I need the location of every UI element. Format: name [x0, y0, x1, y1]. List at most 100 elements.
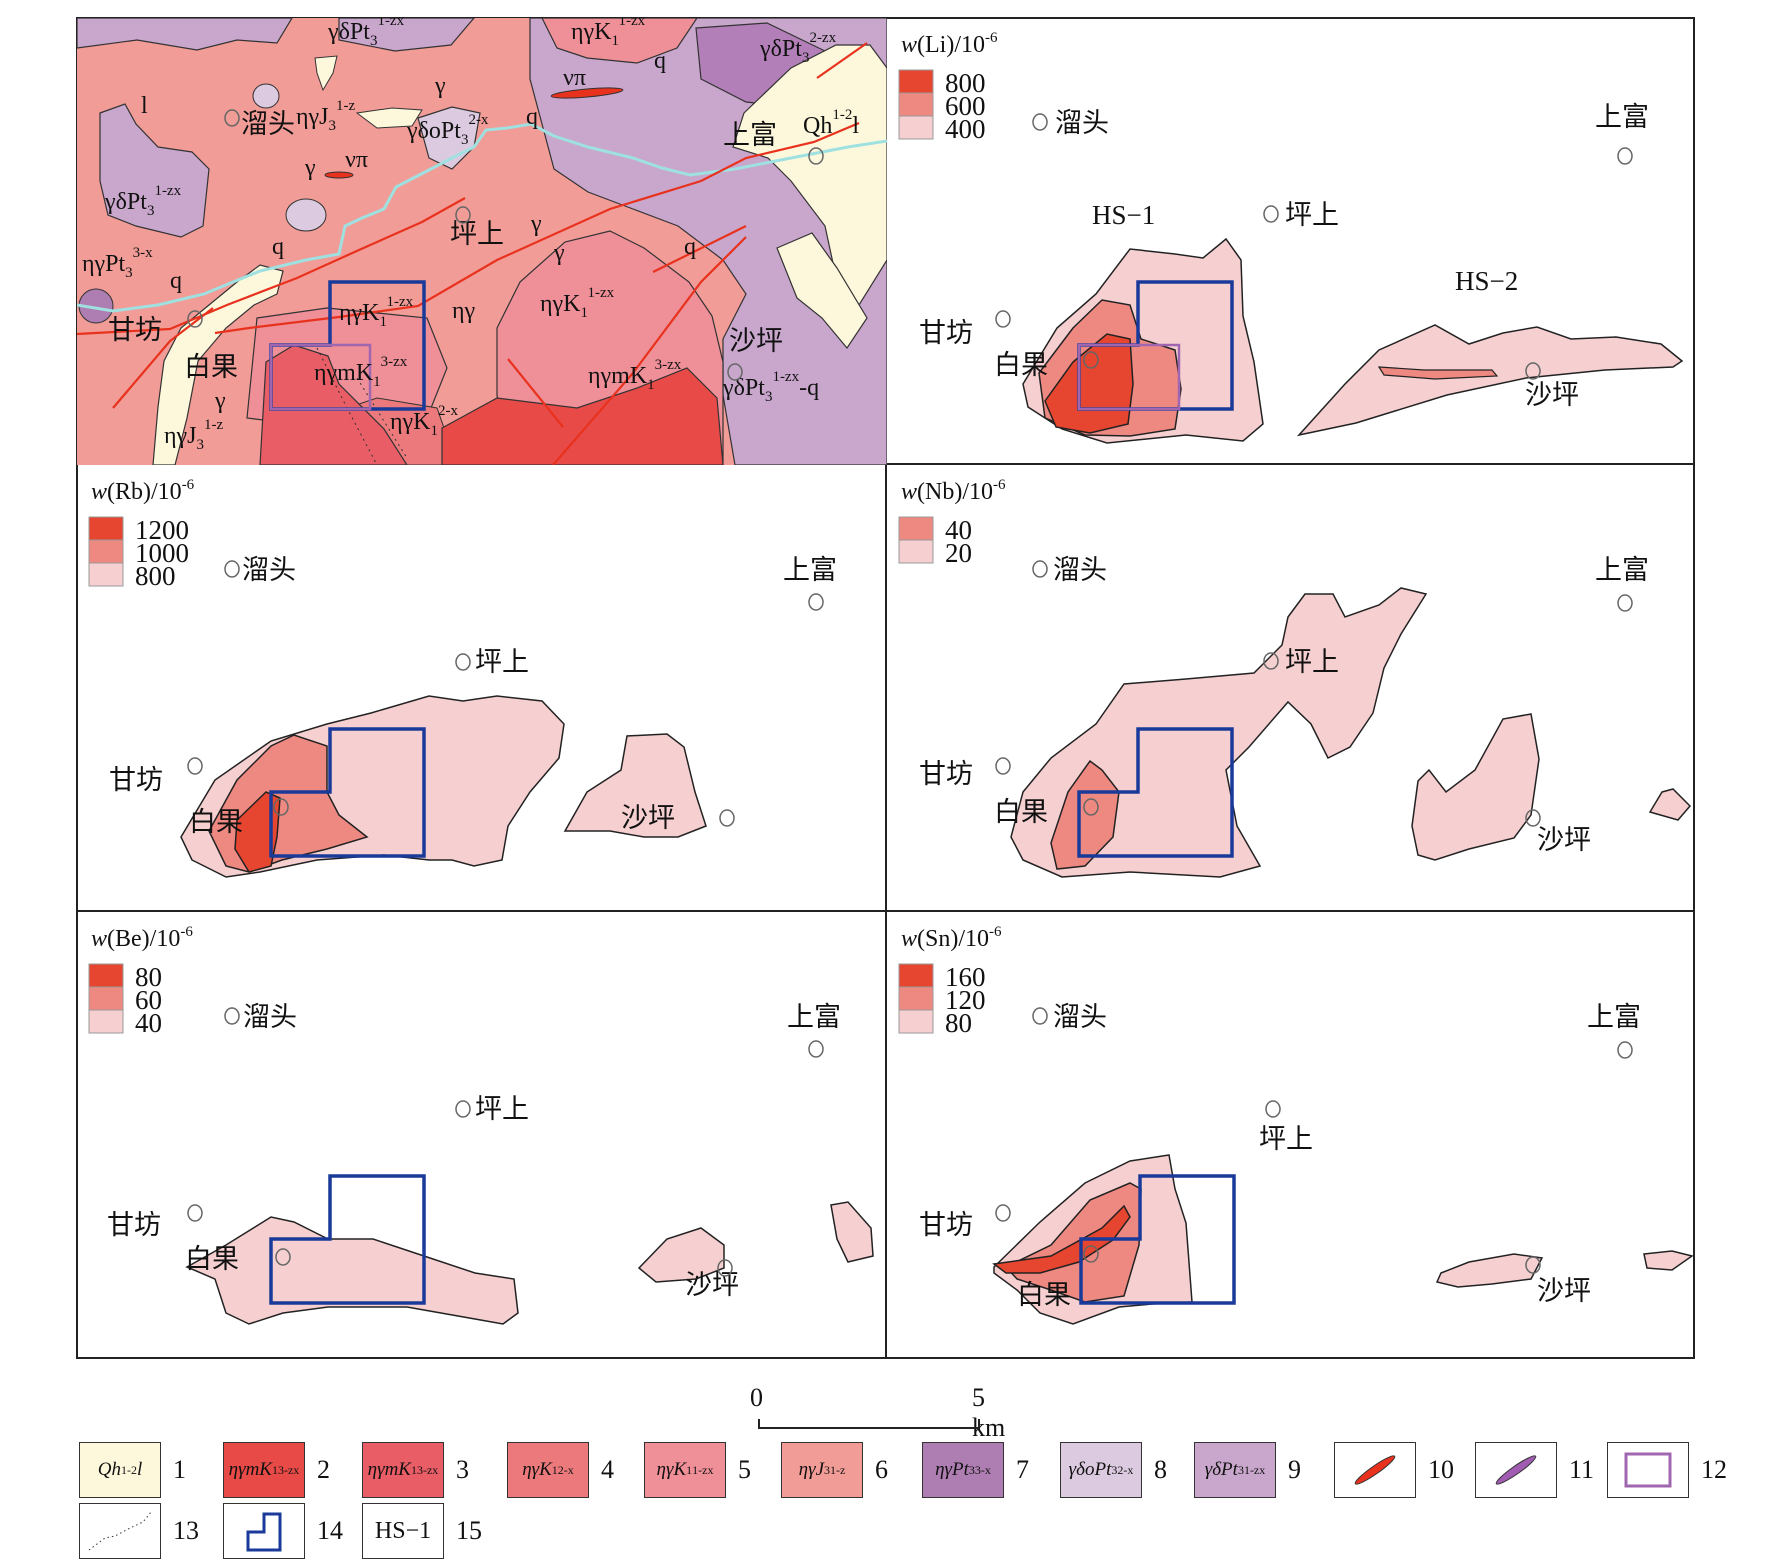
label-base: γ: [434, 73, 446, 99]
rock-unit-label: ηγK1 1-zx: [339, 294, 414, 330]
village-marker-icon: [187, 757, 203, 775]
rock-unit-label: γδPt3 2-zx: [759, 30, 837, 66]
rock-unit-label: ηγJ3 1-z: [164, 417, 223, 453]
village-marker-icon: [187, 310, 203, 328]
legend-superscript: 1-2: [120, 1462, 137, 1477]
village-marker-icon: [1032, 560, 1048, 578]
rock-unit-label: γ: [214, 388, 226, 414]
anomaly-zone-low: [637, 1227, 725, 1283]
village-label-liutou: 溜头: [243, 1002, 297, 1032]
village-marker-icon: [727, 363, 743, 381]
legend-label: ηγPt: [935, 1459, 969, 1480]
village-label-liutou: 溜头: [1053, 1002, 1107, 1032]
quaternary-area: [152, 264, 284, 465]
muscovite-granite-area: [259, 344, 408, 465]
title-exponent: -6: [985, 30, 998, 46]
village-marker-icon: [1263, 205, 1279, 223]
purple-dyke-icon: [1475, 1442, 1557, 1498]
legend-swatch: [88, 1009, 124, 1034]
label-base: γδPt: [759, 36, 802, 62]
label-superscript: 3-zx: [381, 354, 408, 370]
village-marker-icon: [455, 1100, 471, 1118]
label-superscript: 3-zx: [655, 357, 682, 373]
legend-threshold: 160: [945, 962, 986, 992]
fault-line: [652, 225, 747, 273]
legend-swatch: ηγK 1 1-zx: [644, 1442, 726, 1498]
village-label-ganfang: 甘坊: [108, 315, 162, 345]
legend-subscript: 1: [686, 1462, 693, 1477]
legend-threshold: 80: [945, 1008, 972, 1038]
legend-subscript: 3: [1237, 1462, 1244, 1477]
legend-item: γδPt 3 1-zx 9: [1194, 1442, 1301, 1498]
rock-unit-label: q: [684, 234, 696, 260]
rock-unit-label: ηγK1 1-zx: [540, 285, 615, 321]
scale-bar: 0 5 km: [740, 1383, 1020, 1442]
label-subscript: 1: [647, 377, 655, 393]
legend-label: γδoPt: [1068, 1459, 1112, 1480]
village-label-shaping: 沙坪: [1525, 380, 1579, 410]
legend-superscript: 1-zx: [692, 1462, 714, 1477]
fault-line: [507, 358, 564, 428]
village-marker-icon: [1617, 594, 1633, 612]
village-label-ganfang: 甘坊: [919, 759, 973, 789]
rock-unit-label: γδPt3 1-zx-q: [722, 369, 819, 405]
village-marker-icon: [273, 798, 289, 816]
legend-item: ηγPt 3 3-x 7: [922, 1442, 1029, 1498]
anomaly-zone-low: [1411, 713, 1540, 861]
legend-superscript: 1-zx: [1243, 1462, 1266, 1477]
legend-threshold: 20: [945, 538, 972, 568]
village-marker-icon: [995, 310, 1011, 328]
village-label-ganfang: 甘坊: [919, 1210, 973, 1240]
legend-item: HS−1 15: [362, 1503, 482, 1559]
legend-swatch: [88, 986, 124, 1011]
label-subscript: 3: [197, 437, 205, 453]
village-label-ganfang: 甘坊: [109, 765, 163, 795]
granite-k1-area: [541, 18, 698, 64]
legend-threshold: 600: [945, 91, 986, 121]
label-base: q: [272, 234, 284, 260]
anomaly-zone-low: [1643, 1250, 1694, 1271]
label-base: γ: [553, 240, 565, 266]
rb-anomaly-panel: 溜头 上富 坪上 甘坊 白果 沙坪 w(Rb)/10-6 1200 1000 800: [77, 465, 887, 912]
label-subscript: 3: [329, 118, 337, 134]
rock-unit-label: Qh1-2l: [803, 107, 859, 139]
label-base: ηγK: [571, 19, 612, 45]
muscovite-granite-area: [441, 367, 724, 465]
target-area-outline: [1079, 1174, 1236, 1305]
village-label-ganfang: 甘坊: [919, 318, 973, 348]
village-marker-icon: [1032, 1007, 1048, 1025]
title-element: (Rb)/10: [107, 479, 182, 505]
label-base: ηγ: [452, 298, 476, 324]
label-subscript: 1: [373, 374, 381, 390]
legend-item: ηγJ 3 1-z 6: [781, 1442, 888, 1498]
legend-swatch: ηγJ 3 1-z: [781, 1442, 863, 1498]
village-marker-icon: [1525, 1256, 1541, 1274]
village-marker-icon: [1525, 362, 1541, 380]
label-superscript: 1-zx: [587, 285, 614, 301]
label-superscript: 1-zx: [772, 369, 799, 385]
village-label-shaping: 沙坪: [729, 326, 783, 356]
label-base: q: [684, 234, 696, 260]
title-variable: w: [901, 32, 917, 58]
legend-swatch: [898, 539, 934, 564]
village-marker-icon: [717, 1259, 733, 1277]
label-base: γ: [530, 211, 542, 237]
label-subscript: 3: [461, 132, 469, 148]
label-base: ηγmK: [314, 360, 374, 386]
legend-item: γδoPt 3 2-x 8: [1060, 1442, 1167, 1498]
grid-divider: [885, 17, 887, 1359]
anomaly-zone-mid: [1377, 366, 1499, 380]
label-superscript: 1-2: [832, 107, 852, 123]
legend-item: ηγK 1 2-x 4: [507, 1442, 614, 1498]
village-marker-icon: [224, 560, 240, 578]
quaternary-area: [355, 107, 423, 129]
fault-line: [77, 197, 466, 336]
village-marker-icon: [808, 593, 824, 611]
legend-superscript: 3-zx: [277, 1462, 300, 1477]
element-title: w(Rb)/10-6: [91, 477, 195, 505]
legend-swatch: ηγmK 1 3-zx: [223, 1442, 305, 1498]
legend-swatch: [88, 539, 124, 564]
legend-swatch: ηγmK 1 3-zx: [362, 1442, 444, 1498]
legend-label: ηγK: [522, 1459, 552, 1480]
village-label-shangfu: 上富: [723, 120, 777, 150]
